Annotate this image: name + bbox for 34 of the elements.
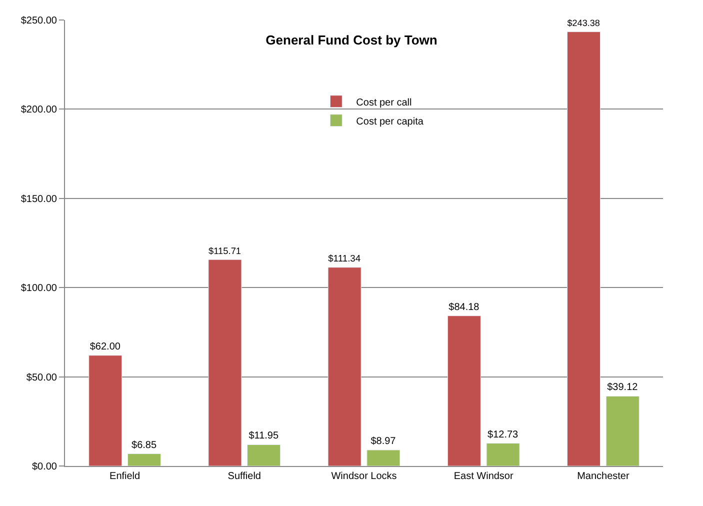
legend-label: Cost per capita — [356, 116, 424, 128]
y-tick-label: $150.00 — [20, 194, 58, 205]
x-tick-label: East Windsor — [454, 471, 514, 482]
data-label: $8.97 — [370, 436, 396, 447]
data-label: $12.73 — [488, 429, 519, 440]
data-label: $111.34 — [328, 252, 361, 264]
y-tick-label: $100.00 — [20, 283, 58, 294]
bar — [486, 443, 520, 466]
bar — [606, 396, 640, 466]
x-tick-label: Windsor Locks — [331, 471, 397, 482]
y-tick-label: $200.00 — [20, 104, 58, 116]
bar — [447, 316, 481, 466]
legend-label: Cost per call — [356, 97, 412, 108]
bar — [328, 267, 362, 466]
y-tick-label: $50.00 — [26, 372, 58, 384]
data-label: $6.85 — [132, 440, 157, 451]
data-label: $11.95 — [248, 430, 279, 442]
text: General Fund Cost by Town — [266, 32, 438, 48]
bar — [247, 444, 281, 466]
x-tick-label: Suffield — [228, 471, 261, 482]
x-tick-label: Enfield — [110, 471, 140, 482]
data-label: $243.38 — [567, 18, 600, 28]
data-label: $39.12 — [607, 382, 638, 394]
data-label: $62.00 — [90, 341, 121, 352]
data-label: $84.18 — [448, 302, 480, 313]
bar — [208, 259, 242, 466]
bar — [127, 454, 161, 466]
x-tick-label: Manchester — [577, 471, 630, 482]
y-tick-label: $250.00 — [20, 16, 58, 26]
data-label: $115.71 — [208, 246, 242, 256]
bar — [366, 450, 400, 466]
y-tick-label: $0.00 — [32, 462, 58, 472]
bar — [88, 355, 122, 466]
bar — [567, 32, 601, 466]
